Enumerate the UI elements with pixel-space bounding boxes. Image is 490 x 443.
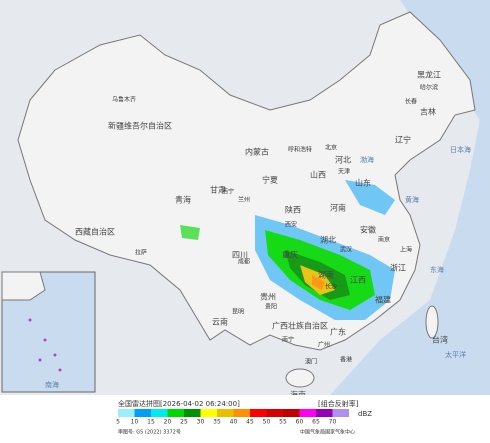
province-label: 海南	[290, 390, 306, 400]
color-swatch	[151, 409, 168, 417]
color-swatch	[299, 409, 316, 417]
source: 中国气象局国家气象中心	[300, 429, 355, 436]
city-label: 哈尔滨	[420, 84, 438, 92]
color-swatch	[332, 409, 349, 417]
city-label: 长沙	[325, 283, 337, 291]
province-label: 江西	[350, 276, 366, 285]
scale-label: 70	[329, 419, 337, 426]
province-label: 四川	[232, 251, 248, 260]
city-label: 贵阳	[265, 303, 277, 311]
province-label: 宁夏	[262, 175, 278, 185]
sea-label: 东海	[430, 265, 444, 274]
province-label: 河南	[330, 203, 346, 213]
province-label: 广东	[330, 327, 346, 337]
color-swatch	[283, 409, 300, 417]
province-label: 安徽	[360, 225, 376, 235]
city-label: 广州	[318, 341, 330, 349]
hainan	[285, 368, 315, 388]
city-label: 南宁	[282, 336, 294, 344]
province-label: 福建	[375, 295, 391, 305]
province-label: 吉林	[420, 107, 436, 117]
province-label: 辽宁	[395, 135, 411, 145]
province-label: 广西壮族自治区	[272, 321, 328, 331]
city-label: 上海	[400, 246, 412, 254]
city-label: 武汉	[340, 246, 352, 254]
city-label: 西宁	[222, 188, 234, 196]
province-label: 贵州	[260, 292, 276, 302]
province-label: 青海	[175, 195, 191, 205]
city-label: 长春	[405, 98, 417, 106]
scale-label: 25	[180, 419, 188, 426]
scale-label: 65	[312, 419, 320, 426]
city-label: 昆明	[232, 309, 244, 316]
province-label: 陕西	[285, 205, 301, 215]
legend-product: [组合反射率]	[318, 399, 359, 408]
province-label: 重庆	[282, 250, 298, 260]
sea-label: 南海	[45, 380, 59, 389]
color-swatch	[184, 409, 201, 417]
legend-unit: dBZ	[358, 410, 372, 418]
scale-label: 40	[230, 419, 238, 426]
city-label: 北京	[325, 144, 337, 152]
province-label: 湖南	[318, 270, 334, 280]
city-label: 香港	[340, 356, 352, 364]
color-swatch	[316, 409, 333, 417]
city-label: 呼和浩特	[288, 146, 312, 154]
city-label: 天津	[338, 169, 350, 176]
province-label: 甘肃	[210, 185, 226, 195]
sea-label: 日本海	[450, 145, 471, 154]
scale-label: 45	[246, 419, 254, 426]
city-label: 澳门	[305, 358, 317, 366]
color-swatch	[266, 409, 283, 417]
province-label: 黑龙江	[417, 70, 441, 80]
sea-label: 太平洋	[445, 350, 466, 359]
province-label: 湖北	[320, 236, 336, 245]
province-label: 内蒙古	[245, 147, 269, 157]
city-label: 西安	[285, 221, 297, 229]
province-label: 云南	[212, 317, 228, 327]
city-label: 成都	[238, 258, 250, 266]
color-swatch	[118, 409, 135, 417]
scale-label: 35	[213, 419, 221, 426]
sea-label: 黄海	[405, 195, 419, 204]
legend-title: 全国雷达拼图[2026-04-02 06:24:00]	[118, 399, 240, 408]
color-swatch	[233, 409, 250, 417]
sea-label: 渤海	[360, 155, 374, 164]
scale-label: 20	[164, 419, 172, 426]
scale-label: 50	[263, 419, 271, 426]
scale-label: 5	[116, 419, 120, 426]
scale-label: 15	[147, 419, 155, 426]
color-swatch	[167, 409, 184, 417]
province-label: 台湾	[432, 335, 448, 345]
province-label: 西藏自治区	[75, 227, 115, 237]
scale-label: 55	[279, 419, 287, 426]
scale-label: 10	[131, 419, 139, 426]
inset-islands	[28, 318, 62, 372]
sea	[330, 0, 490, 395]
color-swatch	[217, 409, 234, 417]
province-label: 河北	[335, 155, 351, 165]
inset-land	[1, 271, 46, 301]
province-label: 山西	[310, 170, 326, 180]
city-label: 兰州	[238, 196, 250, 204]
color-swatch	[250, 409, 267, 417]
province-label: 新疆维吾尔自治区	[108, 121, 172, 131]
approval-number: 审图号: GS (2022) 3372号	[118, 429, 181, 436]
city-label: 拉萨	[135, 249, 147, 257]
radar-echo	[180, 180, 395, 320]
province-label: 山东	[355, 178, 371, 188]
city-label: 乌鲁木齐	[112, 96, 136, 104]
taiwan	[425, 305, 439, 339]
color-swatch	[200, 409, 217, 417]
scale-label: 60	[296, 419, 304, 426]
scale-label: 30	[197, 419, 205, 426]
color-swatch	[134, 409, 151, 417]
province-label: 浙江	[390, 263, 406, 273]
city-label: 南京	[378, 236, 390, 244]
